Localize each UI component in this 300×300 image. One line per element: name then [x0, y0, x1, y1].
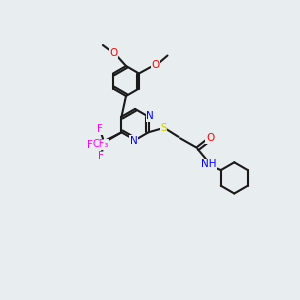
Text: O: O	[152, 59, 160, 70]
Text: N: N	[130, 136, 137, 146]
Text: O: O	[206, 133, 214, 143]
Text: F: F	[98, 151, 104, 161]
Text: NH: NH	[201, 159, 217, 170]
Text: CF₃: CF₃	[92, 139, 109, 149]
Text: N: N	[146, 111, 154, 121]
Text: F: F	[97, 124, 103, 134]
Text: F: F	[87, 140, 93, 150]
Text: S: S	[160, 123, 167, 133]
Text: O: O	[109, 48, 118, 59]
